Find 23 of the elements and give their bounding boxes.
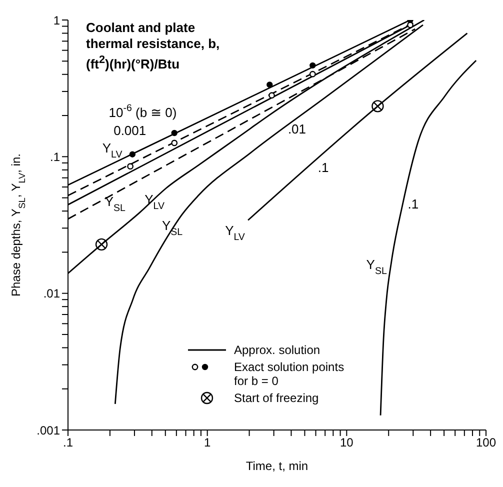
annotation: Y$_{LV}$ (225, 223, 246, 243)
y-tick-label: .001 (36, 423, 60, 438)
annotation: Y$_{LV}$ (102, 140, 123, 160)
annotation: Coolant and plate thermal resistance, b, (ft$^{2}$)(hr)(°R)/Btu (86, 20, 221, 72)
annotation: 10$^{-6}$ (b ≅ 0) (108, 102, 177, 120)
annotation: .01 (288, 122, 306, 137)
y-tick-label: 1 (53, 13, 60, 28)
legend-label: Start of freezing (234, 391, 320, 405)
x-tick-label: 10 (340, 436, 354, 450)
legend-label: Approx. solution (234, 343, 322, 357)
annotation: Y$_{SL}$ (366, 257, 388, 277)
annotation: Y$_{SL}$ (104, 194, 126, 214)
x-axis-title: Time, t, min (246, 459, 308, 473)
x-tick-label: 100 (476, 436, 496, 450)
annotation: 0.001 (114, 124, 146, 139)
x-tick-label: .1 (62, 436, 74, 450)
annotation: .1 (318, 160, 329, 176)
y-tick-label: .1 (50, 150, 60, 164)
annotation: Y$_{LV}$ (144, 192, 165, 212)
x-tick-label: 1 (204, 436, 211, 450)
y-tick-label: .01 (43, 286, 60, 301)
legend-label: Exact solution points for b = 0 (234, 360, 346, 388)
annotation: .1 (408, 196, 419, 212)
